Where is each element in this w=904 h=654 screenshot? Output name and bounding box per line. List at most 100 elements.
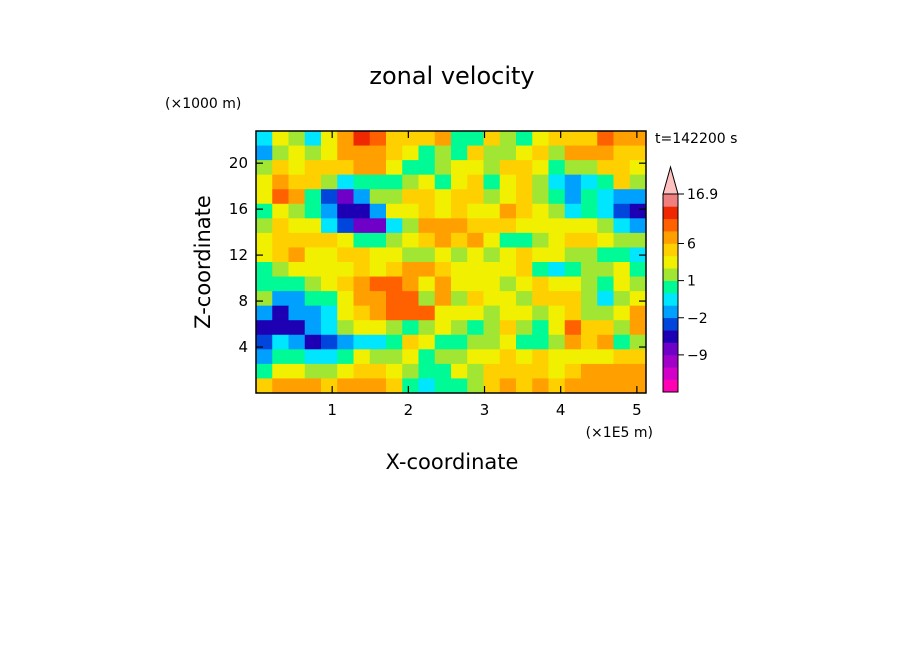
- heatmap-cell: [548, 378, 566, 393]
- heatmap-cell: [451, 305, 468, 321]
- heatmap-cell: [516, 160, 533, 176]
- heatmap-cell: [629, 305, 646, 321]
- heatmap-cell: [467, 276, 485, 292]
- colorbar-tick-label: 16.9: [687, 187, 718, 203]
- heatmap-cell: [304, 203, 322, 219]
- heatmap-cell: [548, 334, 566, 350]
- colorbar-band: [663, 354, 678, 368]
- heatmap-cell: [532, 363, 550, 380]
- heatmap-cell: [386, 247, 403, 263]
- heatmap-cell: [581, 218, 598, 234]
- colorbar-band: [663, 379, 678, 393]
- heatmap-cell: [288, 305, 306, 321]
- heatmap-cell: [564, 160, 582, 176]
- heatmap-cell: [369, 145, 387, 161]
- y-tick-label: 8: [238, 292, 248, 310]
- heatmap-cell: [337, 189, 355, 205]
- heatmap-cell: [272, 232, 290, 249]
- heatmap-cell: [272, 131, 290, 147]
- heatmap-cell: [564, 334, 582, 350]
- heatmap-cell: [451, 131, 468, 147]
- heatmap-cell: [499, 203, 517, 219]
- heatmap-cell: [467, 378, 485, 393]
- heatmap-cell: [402, 320, 420, 336]
- heatmap-cell: [418, 334, 436, 350]
- colorbar-tick-label: 1: [687, 274, 696, 290]
- heatmap-cell: [629, 378, 646, 393]
- heatmap-cell: [516, 189, 533, 205]
- heatmap-cell: [581, 276, 598, 292]
- heatmap-cell: [629, 145, 646, 161]
- heatmap-cell: [434, 276, 452, 292]
- heatmap-cell: [321, 160, 338, 176]
- heatmap-cell: [434, 160, 452, 176]
- heatmap-cell: [564, 320, 582, 336]
- heatmap-cell: [386, 305, 403, 321]
- heatmap-cell: [548, 174, 566, 190]
- heatmap-cell: [337, 320, 355, 336]
- heatmap-cell: [386, 218, 403, 234]
- heatmap-cell: [564, 203, 582, 219]
- heatmap-cell: [451, 189, 468, 205]
- heatmap-cell: [613, 174, 631, 190]
- heatmap-cell: [418, 145, 436, 161]
- heatmap-cell: [532, 276, 550, 292]
- heatmap-cell: [418, 160, 436, 176]
- heatmap-cell: [483, 160, 501, 176]
- heatmap-cell: [304, 334, 322, 350]
- heatmap-cell: [386, 160, 403, 176]
- heatmap-cell: [386, 189, 403, 205]
- heatmap-cell: [483, 145, 501, 161]
- heatmap-cell: [304, 378, 322, 393]
- heatmap-cell: [597, 363, 615, 380]
- heatmap-cell: [597, 320, 615, 336]
- heatmap-cell: [597, 262, 615, 278]
- heatmap-cell: [402, 203, 420, 219]
- heatmap-cell: [548, 131, 566, 147]
- x-axis-unit: (×1E5 m): [586, 425, 653, 441]
- heatmap-cell: [272, 174, 290, 190]
- heatmap-cell: [532, 291, 550, 307]
- heatmap-cell: [597, 189, 615, 205]
- heatmap-cell: [386, 349, 403, 365]
- time-label: t=142200 s: [655, 131, 737, 147]
- heatmap-cell: [418, 232, 436, 249]
- x-tick-label: 3: [480, 401, 490, 419]
- heatmap-cell: [353, 218, 371, 234]
- heatmap-cell: [418, 349, 436, 365]
- heatmap-cell: [597, 145, 615, 161]
- heatmap-cell: [629, 363, 646, 380]
- y-axis-label: Z-coordinate: [191, 195, 215, 329]
- heatmap-cell: [434, 349, 452, 365]
- heatmap-cell: [353, 131, 371, 147]
- heatmap-cell: [288, 203, 306, 219]
- heatmap-cell: [272, 334, 290, 350]
- heatmap-cell: [337, 247, 355, 263]
- heatmap-cell: [548, 291, 566, 307]
- y-axis-unit: (×1000 m): [165, 96, 241, 112]
- heatmap-cell: [256, 276, 273, 292]
- heatmap-cell: [402, 378, 420, 393]
- heatmap-cell: [613, 378, 631, 393]
- heatmap-cell: [402, 334, 420, 350]
- heatmap-cell: [337, 131, 355, 147]
- heatmap-cell: [629, 160, 646, 176]
- heatmap-cell: [337, 276, 355, 292]
- heatmap-cell: [581, 131, 598, 147]
- colorbar-band: [663, 206, 678, 220]
- heatmap-cell: [548, 262, 566, 278]
- heatmap-cell: [451, 363, 468, 380]
- heatmap-cell: [288, 160, 306, 176]
- heatmap-cell: [467, 291, 485, 307]
- heatmap-cell: [321, 349, 338, 365]
- colorbar-band: [663, 243, 678, 257]
- heatmap-cell: [613, 160, 631, 176]
- heatmap-cell: [304, 189, 322, 205]
- heatmap-cell: [613, 334, 631, 350]
- heatmap-cell: [597, 131, 615, 147]
- heatmap-cell: [516, 334, 533, 350]
- heatmap-cell: [613, 349, 631, 365]
- heatmap-cell: [402, 291, 420, 307]
- heatmap-cell: [321, 145, 338, 161]
